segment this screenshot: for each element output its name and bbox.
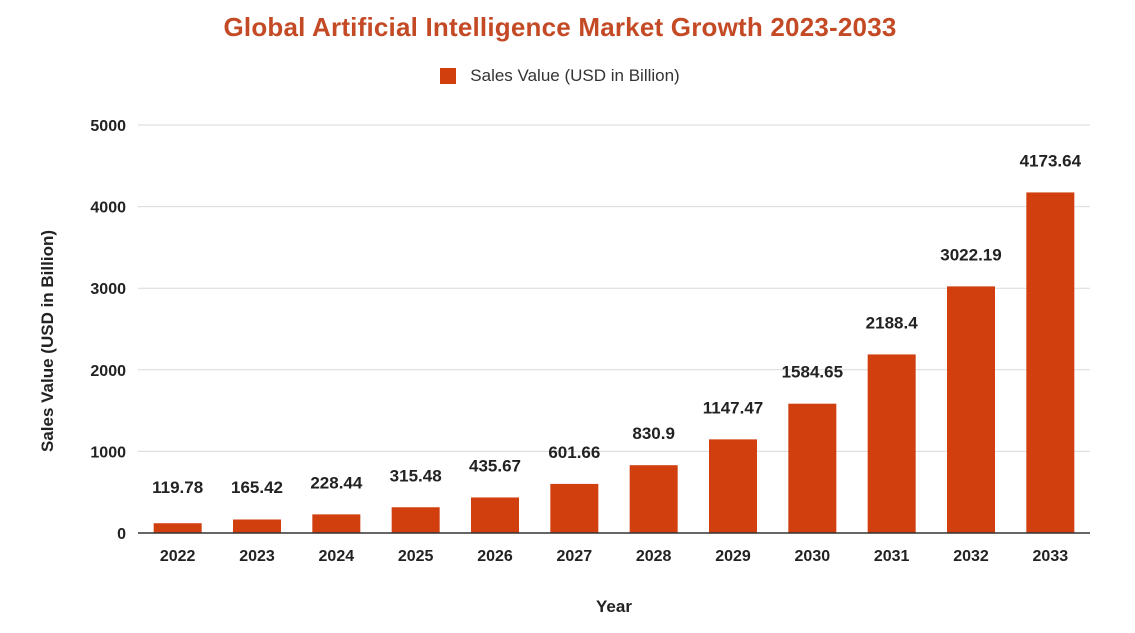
bar	[947, 286, 995, 533]
data-label: 315.48	[390, 466, 442, 485]
x-tick-label: 2023	[239, 548, 275, 565]
gridlines	[138, 124, 1090, 452]
data-label: 830.9	[632, 424, 675, 443]
legend-swatch	[440, 68, 457, 84]
x-tick-label: 2024	[319, 548, 355, 565]
legend-label: Sales Value (USD in Billion)	[470, 66, 680, 85]
bar	[709, 439, 757, 533]
data-label: 119.78	[152, 478, 203, 497]
y-axis-title: Sales Value (USD in Billion)	[38, 230, 57, 452]
y-tick-label: 4000	[90, 200, 126, 217]
y-tick-label: 3000	[90, 281, 126, 298]
bar	[153, 523, 202, 533]
x-axis-ticks: 2022 2023 2024 2025 2026 2027 2028 2029 2030 2031…	[160, 548, 1068, 565]
y-tick-label: 5000	[90, 118, 126, 135]
x-tick-label: 2033	[1033, 548, 1069, 565]
bar	[391, 507, 440, 533]
data-labels: 119.78 165.42 228.44 315.48 435.67 601.66 830.…	[152, 151, 1081, 497]
legend: Sales Value (USD in Billion)	[0, 66, 1120, 86]
data-label: 165.42	[231, 478, 283, 497]
data-label: 1147.47	[703, 398, 764, 417]
x-tick-label: 2027	[557, 548, 593, 565]
bar	[788, 403, 837, 533]
chart-title: Global Artificial Intelligence Market Gr…	[223, 12, 897, 42]
bars	[153, 192, 1075, 533]
x-tick-label: 2030	[795, 548, 831, 565]
bar	[629, 465, 678, 533]
bar	[312, 514, 361, 533]
data-label: 435.67	[469, 456, 521, 475]
bar	[1026, 192, 1075, 533]
y-axis-ticks: 0 1000 2000 3000 4000 5000	[90, 118, 126, 543]
y-tick-label: 1000	[90, 444, 126, 461]
data-label: 601.66	[548, 443, 600, 462]
x-tick-label: 2026	[477, 548, 513, 565]
x-axis-title: Year	[596, 597, 632, 616]
data-label: 4173.64	[1020, 151, 1082, 170]
data-label: 1584.65	[782, 363, 843, 382]
data-label: 2188.4	[866, 313, 919, 332]
data-label: 228.44	[310, 473, 363, 492]
bar	[233, 519, 281, 533]
bar	[867, 354, 916, 533]
data-label: 3022.19	[940, 245, 1001, 264]
y-tick-label: 2000	[90, 363, 126, 380]
x-tick-label: 2032	[953, 548, 989, 565]
bar	[550, 483, 599, 533]
bar	[471, 497, 519, 533]
x-tick-label: 2022	[160, 548, 196, 565]
x-tick-label: 2025	[398, 548, 434, 565]
y-tick-label: 0	[117, 526, 126, 543]
x-tick-label: 2028	[636, 548, 672, 565]
x-tick-label: 2031	[874, 548, 910, 565]
x-tick-label: 2029	[715, 548, 751, 565]
